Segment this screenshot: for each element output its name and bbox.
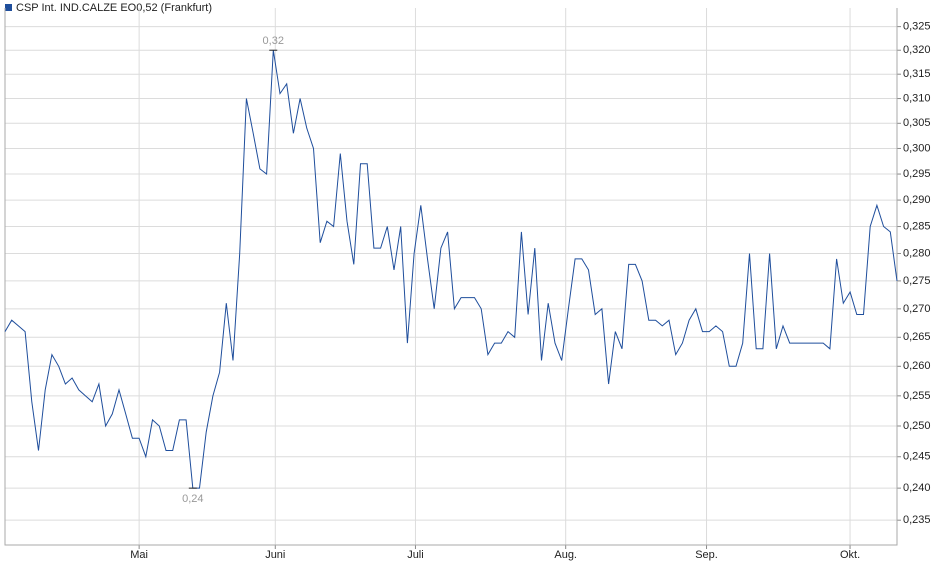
y-tick-label: 0,285 [903, 220, 931, 232]
extreme-label: 0,24 [182, 493, 203, 505]
y-tick-label: 0,290 [903, 194, 931, 206]
y-tick-label: 0,240 [903, 482, 931, 494]
y-tick-label: 0,310 [903, 92, 931, 104]
y-tick-label: 0,270 [903, 303, 931, 315]
plot-frame [4, 8, 898, 546]
y-tick-label: 0,275 [903, 275, 931, 287]
y-tick-label: 0,260 [903, 360, 931, 372]
y-tick-label: 0,315 [903, 68, 931, 80]
x-tick-label: Juli [407, 549, 424, 561]
y-tick-label: 0,320 [903, 44, 931, 56]
x-tick-label: Aug. [554, 549, 577, 561]
y-tick-label: 0,325 [903, 21, 931, 33]
extreme-label: 0,32 [263, 35, 284, 47]
y-tick-label: 0,280 [903, 247, 931, 259]
y-tick-label: 0,255 [903, 390, 931, 402]
y-tick-label: 0,305 [903, 117, 931, 129]
x-tick-label: Okt. [840, 549, 860, 561]
x-tick-label: Juni [265, 549, 285, 561]
y-tick-label: 0,265 [903, 331, 931, 343]
legend-label: CSP Int. IND.CALZE EO0,52 (Frankfurt) [16, 2, 212, 14]
y-tick-label: 0,250 [903, 420, 931, 432]
y-tick-label: 0,245 [903, 451, 931, 463]
x-tick-label: Sep. [695, 549, 718, 561]
legend-swatch [5, 4, 12, 11]
y-tick-label: 0,295 [903, 168, 931, 180]
y-tick-label: 0,300 [903, 142, 931, 154]
x-tick-label: Mai [130, 549, 148, 561]
price-line [4, 50, 898, 489]
y-tick-label: 0,235 [903, 514, 931, 526]
